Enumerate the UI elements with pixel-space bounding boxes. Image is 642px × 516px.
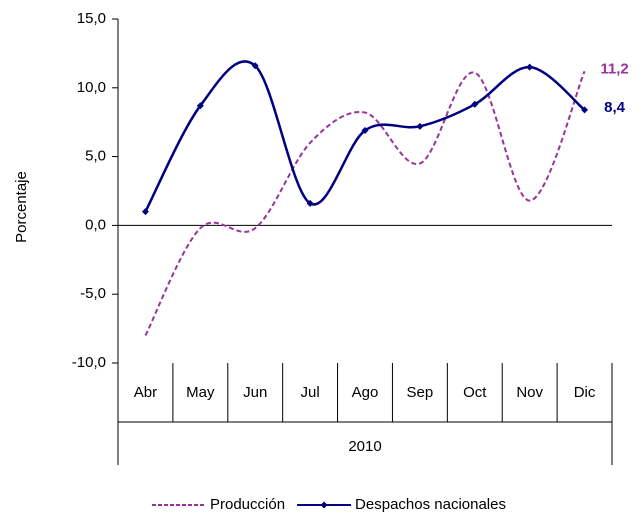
x-tick-label: Oct [463,384,487,401]
x-tick-label: Sep [407,384,434,401]
series-marker [196,102,204,110]
legend-marker [320,501,328,509]
series-line [144,70,586,336]
y-tick-label: 0,0 [85,216,106,233]
y-tick-label: 15,0 [77,10,106,27]
x-tick-label: Dic [574,384,596,401]
data-label: 8,4 [604,99,626,116]
series-line [144,60,586,213]
y-tick-label: 10,0 [77,79,106,96]
x-tick-label: Ago [352,384,379,401]
group-label: 2010 [348,438,381,455]
series-marker [141,208,149,216]
series-marker [306,199,314,207]
data-label: 11,2 [600,60,628,77]
x-tick-label: Nov [516,384,543,401]
series-marker [581,106,589,114]
series-marker [361,126,369,134]
y-tick-label: 5,0 [85,148,106,165]
series-marker [251,62,259,70]
legend-label: Despachos nacionales [355,496,506,513]
x-tick-label: Abr [134,384,157,401]
x-tick-label: Jun [243,384,267,401]
y-tick-label: -10,0 [72,354,106,371]
y-tick-label: -5,0 [80,285,106,302]
series-marker [416,122,424,130]
series-marker [471,100,479,108]
x-tick-label: May [186,384,215,401]
series-marker [526,63,534,71]
x-tick-label: Jul [301,384,320,401]
y-axis-label: Porcentaje [13,171,30,243]
legend-label: Producción [210,496,285,513]
